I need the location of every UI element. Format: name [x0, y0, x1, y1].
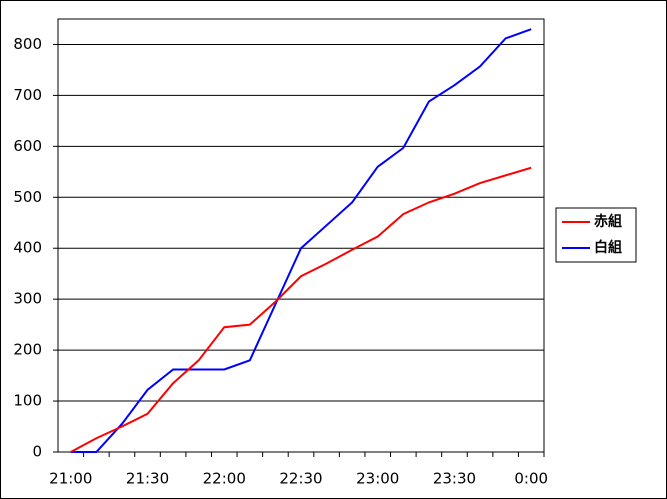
- series-line: [70, 166, 532, 453]
- y-tick-label: 200: [13, 341, 42, 359]
- x-tick-label: 22:30: [279, 470, 322, 488]
- series-line: [70, 28, 532, 453]
- x-tick-label: 0:00: [514, 470, 548, 488]
- plot-border: [57, 18, 545, 453]
- y-tick-label: 600: [13, 137, 42, 155]
- x-tick-label: 21:00: [49, 470, 92, 488]
- y-tick-label: 100: [13, 392, 42, 410]
- x-tick-label: 23:00: [356, 470, 399, 488]
- y-tick-label: 700: [13, 86, 42, 104]
- legend-text: 赤組: [594, 213, 622, 230]
- legend-text: 白組: [594, 239, 622, 256]
- y-tick-label: 0: [32, 443, 42, 461]
- y-tick-label: 800: [13, 35, 42, 53]
- x-tick-label: 22:00: [203, 470, 246, 488]
- x-tick-label: 21:30: [126, 470, 169, 488]
- plot-area: [58, 19, 544, 452]
- x-tick-label: 23:30: [433, 470, 476, 488]
- y-tick-label: 500: [13, 188, 42, 206]
- y-tick-label: 300: [13, 290, 42, 308]
- legend-box: [555, 207, 637, 263]
- y-tick-label: 400: [13, 239, 42, 257]
